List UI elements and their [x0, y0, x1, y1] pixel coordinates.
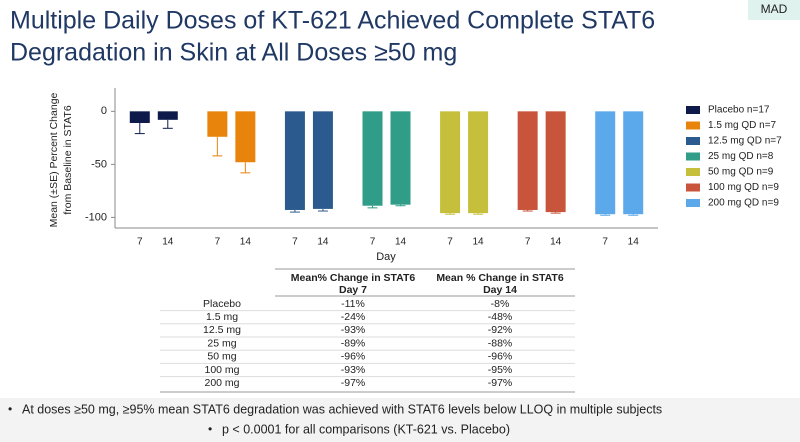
bar: [390, 111, 411, 205]
table-cell: -93%: [341, 364, 366, 376]
table-header: Mean % Change in STAT6: [436, 272, 564, 284]
x-tick-label: 7: [215, 237, 221, 248]
bar: [545, 111, 566, 213]
table-cell: -92%: [488, 324, 513, 336]
table-cell: -89%: [341, 337, 366, 349]
table-cell: -96%: [488, 351, 513, 363]
legend-label: 50 mg QD n=9: [708, 167, 774, 178]
legend-label: 25 mg QD n=8: [708, 151, 774, 162]
legend-label: Placebo n=17: [708, 105, 770, 116]
bar: [595, 111, 616, 215]
x-tick-label: 14: [550, 237, 562, 248]
chart-title: Degradation in Skin at All Doses ≥50 mg: [10, 39, 457, 67]
legend-label: 200 mg QD n=9: [708, 198, 779, 209]
footer-band: [0, 398, 800, 442]
x-tick-label: 14: [240, 237, 252, 248]
bar: [362, 111, 383, 206]
bar: [312, 111, 333, 209]
bar: [207, 111, 228, 137]
legend-swatch: [686, 121, 700, 130]
x-tick-label: 7: [370, 237, 376, 248]
table-cell: -97%: [488, 377, 513, 389]
bar: [157, 111, 178, 120]
x-tick-label: 7: [137, 237, 143, 248]
bar: [517, 111, 538, 210]
table-cell: -24%: [341, 311, 366, 323]
bullet-text: p < 0.0001 for all comparisons (KT-621 v…: [222, 422, 510, 436]
x-tick-label: 7: [292, 237, 298, 248]
table-cell: -97%: [341, 377, 366, 389]
legend-label: 100 mg QD n=9: [708, 182, 779, 193]
bullet-dot: •: [8, 402, 12, 416]
legend-swatch: [686, 183, 700, 192]
chart-title: Multiple Daily Doses of KT-621 Achieved …: [10, 7, 655, 35]
y-tick-label: -50: [91, 158, 107, 170]
x-tick-label: 7: [525, 237, 531, 248]
table-cell: -93%: [341, 324, 366, 336]
table-header: Mean% Change in STAT6: [291, 272, 416, 284]
legend-swatch: [686, 168, 700, 176]
table-cell: 1.5 mg: [206, 311, 238, 323]
table-cell: -96%: [341, 351, 366, 363]
table-header: Day 14: [483, 284, 517, 296]
table-cell: 50 mg: [207, 351, 236, 363]
x-tick-label: 14: [162, 237, 174, 248]
bar: [623, 111, 644, 215]
legend-label: 1.5 mg QD n=7: [708, 120, 777, 131]
x-axis-label: Day: [376, 251, 396, 263]
table-cell: -48%: [488, 311, 513, 323]
table-cell: 12.5 mg: [203, 324, 241, 336]
x-tick-label: 14: [628, 237, 640, 248]
x-tick-label: 7: [447, 237, 453, 248]
bar: [284, 111, 305, 210]
legend-swatch: [686, 199, 700, 207]
table-cell: -8%: [491, 298, 510, 310]
bar: [468, 111, 489, 214]
table-cell: -95%: [488, 364, 513, 376]
badge-bg: [748, 0, 800, 20]
y-tick-label: 0: [101, 105, 107, 117]
y-tick-label: -100: [85, 211, 107, 223]
legend-label: 12.5 mg QD n=7: [708, 136, 782, 147]
table-cell: 100 mg: [204, 364, 239, 376]
legend-swatch: [686, 137, 700, 145]
bar: [440, 111, 461, 214]
badge: MAD: [761, 2, 788, 16]
table-cell: -11%: [341, 298, 365, 310]
x-tick-label: 14: [473, 237, 485, 248]
bar: [235, 111, 256, 163]
table-header: Day 7: [339, 284, 367, 296]
x-tick-label: 14: [395, 237, 407, 248]
y-axis-label: from Baseline in STAT6: [62, 105, 74, 214]
table-cell: 25 mg: [207, 337, 236, 349]
bullet-dot: •: [208, 422, 212, 436]
table-cell: Placebo: [203, 298, 241, 310]
x-tick-label: 7: [602, 237, 608, 248]
legend-swatch: [686, 106, 700, 114]
table-cell: 200 mg: [204, 377, 239, 389]
legend-swatch: [686, 152, 700, 161]
y-axis-label: Mean (±SE) Percent Change: [48, 92, 60, 227]
x-tick-label: 14: [317, 237, 329, 248]
bullet-text: At doses ≥50 mg, ≥95% mean STAT6 degrada…: [22, 402, 662, 416]
table-cell: -88%: [488, 337, 513, 349]
bar: [129, 111, 150, 123]
